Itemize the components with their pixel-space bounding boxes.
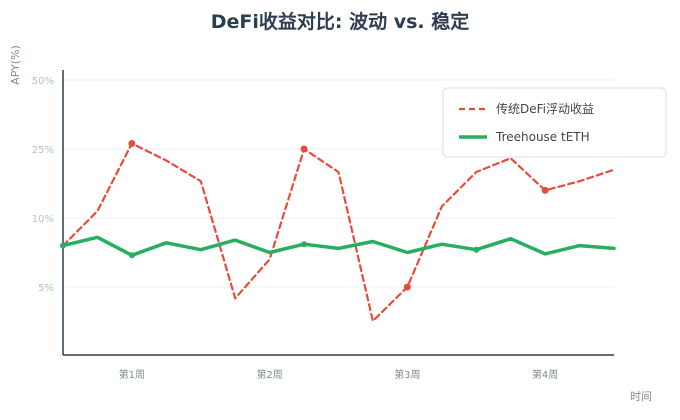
series-line-0 [61,142,616,323]
data-point [60,242,66,249]
y-tick-label: 50% [32,76,54,87]
series-line-1 [61,235,616,258]
x-tick-label: 第1周 [119,368,145,381]
x-axis-label: 时间 [630,390,652,403]
data-point [300,145,308,153]
data-point [301,241,308,248]
chart-title: DeFi收益对比: 波动 vs. 稳定 [211,10,470,33]
legend-label: 传统DeFi浮动收益 [496,101,594,116]
legend: 传统DeFi浮动收益 Treehouse tETH [442,87,667,158]
legend-label: Treehouse tETH [495,130,590,144]
x-tick-label: 第3周 [394,368,420,381]
series-group [60,139,616,323]
gridlines [63,79,614,288]
y-axis-label: APY(%) [9,45,22,85]
legend-box [442,87,667,158]
tick-labels: 5% 10% 25% 50% 第1周 第2周 第3周 第4周 [32,76,559,381]
y-tick-label: 5% [38,283,54,294]
data-point [541,186,549,194]
y-tick-label: 25% [32,145,54,156]
data-point [403,283,411,291]
x-tick-label: 第2周 [256,368,282,381]
data-point [128,139,136,147]
y-tick-label: 10% [32,214,54,225]
x-tick-label: 第4周 [532,368,558,381]
data-point [128,252,135,259]
data-point [473,246,480,253]
